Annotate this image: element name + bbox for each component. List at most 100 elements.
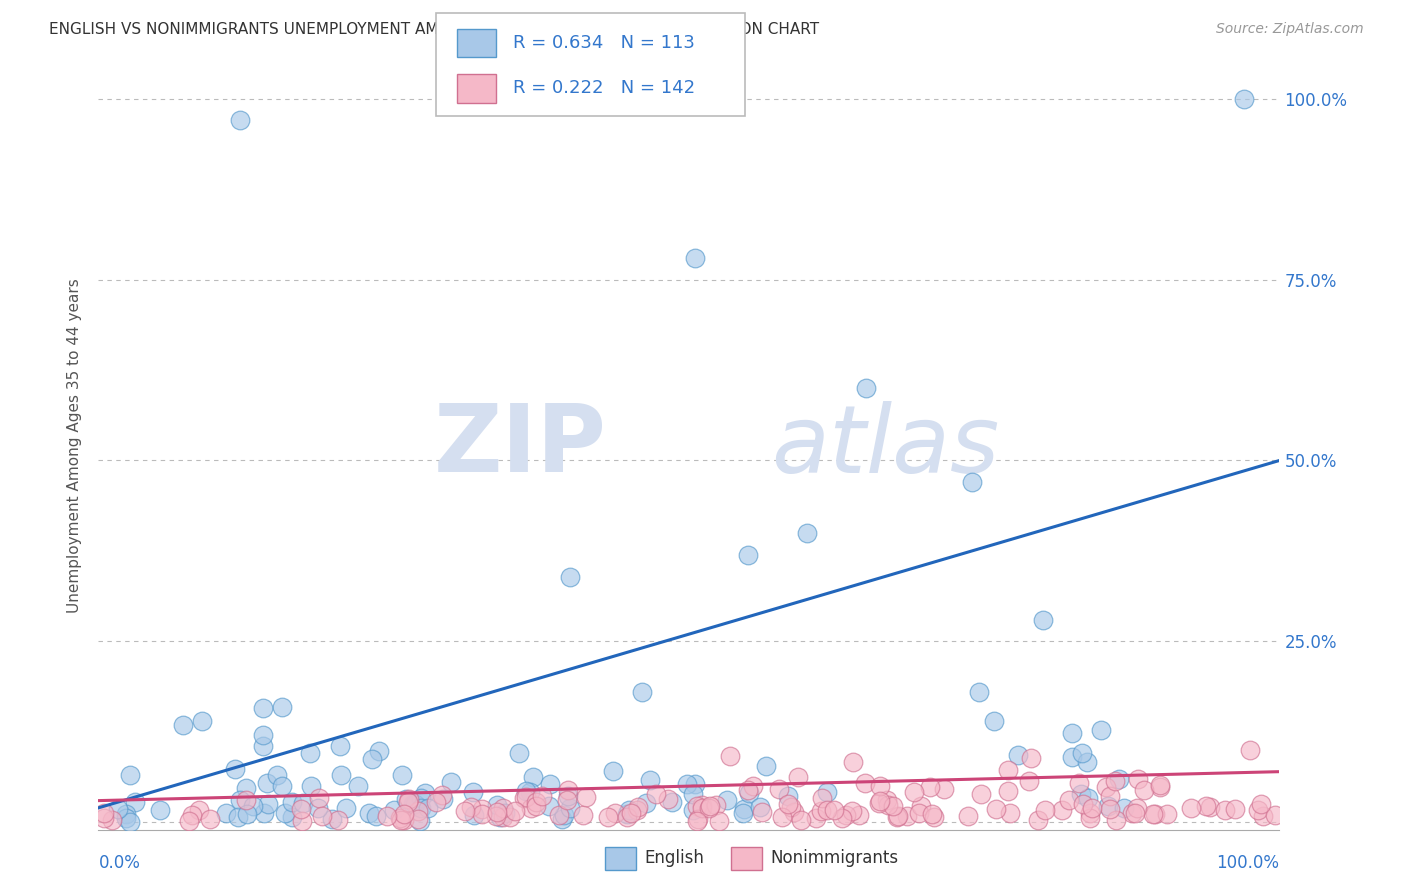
Point [557, 789, 579, 803]
Point [1097, 798, 1119, 813]
Point [1059, 793, 1081, 807]
Point [841, 804, 863, 818]
Point [1077, 790, 1099, 805]
Point [404, 797, 426, 811]
Text: English: English [644, 849, 704, 867]
Point [1128, 772, 1150, 786]
Point [686, 814, 709, 828]
Point [1078, 811, 1101, 825]
Point [548, 808, 571, 822]
Point [522, 770, 544, 784]
Point [1199, 800, 1222, 814]
Point [389, 814, 412, 828]
Point [191, 714, 214, 729]
Point [252, 739, 274, 754]
Point [307, 801, 329, 815]
Point [738, 786, 761, 800]
Point [252, 728, 274, 742]
Text: R = 0.634   N = 113: R = 0.634 N = 113 [513, 34, 695, 52]
Point [707, 814, 730, 828]
Point [188, 803, 211, 817]
Point [409, 791, 432, 805]
Point [120, 815, 142, 830]
Point [235, 793, 257, 807]
Point [1225, 802, 1247, 816]
Point [1233, 92, 1256, 106]
Point [770, 810, 793, 824]
Point [1114, 801, 1136, 815]
Point [308, 790, 330, 805]
Text: Source: ZipAtlas.com: Source: ZipAtlas.com [1216, 22, 1364, 37]
Point [869, 794, 891, 808]
Point [920, 780, 942, 794]
Point [1264, 807, 1286, 822]
Point [731, 805, 754, 820]
Text: 100.0%: 100.0% [1216, 854, 1279, 871]
Point [299, 746, 322, 760]
Point [690, 798, 713, 813]
Point [236, 807, 259, 822]
Point [519, 785, 541, 799]
Point [815, 804, 838, 818]
Point [461, 785, 484, 799]
Point [882, 799, 904, 814]
Point [409, 814, 432, 829]
Point [790, 813, 813, 827]
Point [575, 789, 598, 804]
Point [848, 808, 870, 822]
Point [716, 793, 738, 807]
Point [1239, 743, 1261, 757]
Point [271, 779, 294, 793]
Point [271, 700, 294, 714]
Point [778, 797, 800, 812]
Point [406, 812, 429, 826]
Point [682, 803, 704, 817]
Point [367, 744, 389, 758]
Point [896, 809, 918, 823]
Point [311, 809, 333, 823]
Point [1076, 755, 1098, 769]
Point [619, 803, 641, 817]
Point [391, 767, 413, 781]
Point [515, 784, 537, 798]
Point [460, 799, 482, 814]
Point [463, 808, 485, 822]
Point [1149, 780, 1171, 795]
Point [636, 796, 658, 810]
Point [1021, 750, 1043, 764]
Point [402, 797, 425, 812]
Point [430, 789, 453, 803]
Text: atlas: atlas [772, 401, 1000, 491]
Point [683, 251, 706, 265]
Point [1098, 802, 1121, 816]
Point [256, 797, 278, 811]
Point [471, 802, 494, 816]
Point [1104, 774, 1126, 789]
Y-axis label: Unemployment Among Ages 35 to 44 years: Unemployment Among Ages 35 to 44 years [66, 278, 82, 614]
Point [395, 791, 418, 805]
Point [252, 700, 274, 714]
Point [868, 796, 890, 810]
Point [855, 381, 877, 395]
Point [149, 803, 172, 817]
Point [779, 800, 801, 814]
Point [93, 812, 115, 826]
Point [256, 776, 278, 790]
Point [796, 525, 818, 540]
Point [538, 776, 561, 790]
Point [1026, 813, 1049, 827]
Point [683, 777, 706, 791]
Point [291, 814, 314, 828]
Point [1253, 808, 1275, 822]
Point [886, 809, 908, 823]
Point [503, 804, 526, 818]
Point [515, 789, 537, 804]
Point [815, 784, 838, 798]
Point [485, 809, 508, 823]
Point [471, 807, 494, 822]
Point [997, 763, 1019, 777]
Point [413, 786, 436, 800]
Point [1067, 776, 1090, 790]
Point [657, 792, 679, 806]
Point [1071, 797, 1094, 811]
